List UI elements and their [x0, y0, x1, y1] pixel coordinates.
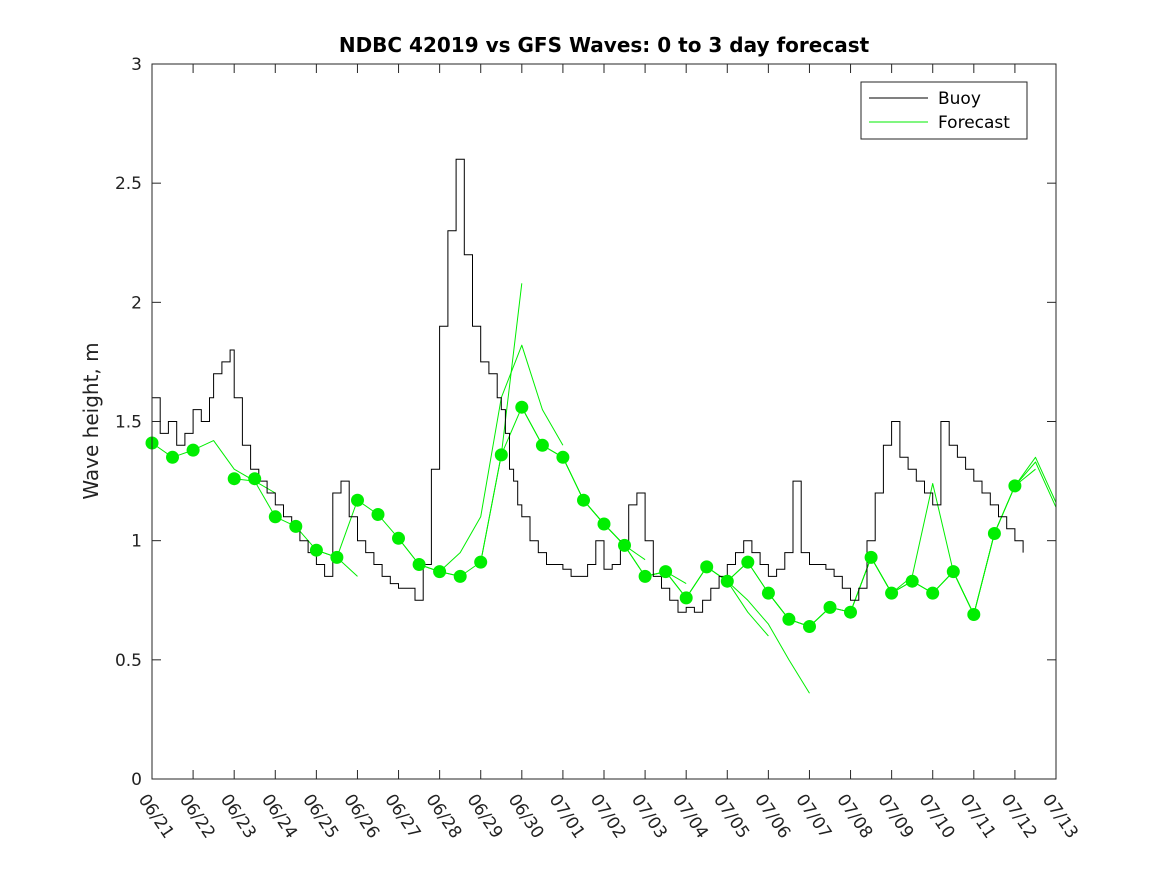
forecast-point	[864, 550, 878, 564]
forecast-point	[1008, 479, 1022, 493]
y-tick-label: 0.5	[115, 651, 142, 671]
legend-box	[860, 81, 1028, 140]
y-tick-label: 2	[131, 293, 142, 313]
forecast-point	[330, 550, 344, 564]
forecast-point	[597, 517, 611, 531]
forecast-point	[268, 510, 282, 524]
data-layer	[145, 158, 1057, 694]
forecast-point	[761, 586, 775, 600]
y-axis-label: Wave height, m	[79, 342, 103, 499]
forecast-point	[659, 565, 673, 579]
legend-forecast-label: Forecast	[938, 113, 1010, 133]
forecast-point	[433, 565, 447, 579]
y-tick-label: 2.5	[115, 174, 142, 194]
forecast-point	[987, 527, 1001, 540]
forecast-point	[166, 450, 179, 464]
forecast-point	[679, 591, 693, 605]
forecast-point	[289, 519, 303, 533]
forecast-point	[535, 438, 549, 452]
forecast-point	[885, 586, 899, 600]
forecast-point	[967, 608, 981, 621]
forecast-point	[926, 586, 940, 600]
legend-buoy-label: Buoy	[938, 89, 981, 109]
y-tick-label: 1.5	[115, 413, 142, 433]
forecast-point	[309, 543, 323, 557]
forecast-point	[741, 555, 755, 569]
forecast-point	[782, 612, 796, 626]
forecast-point	[618, 538, 631, 552]
forecast-point	[556, 450, 570, 464]
y-axis: 0 0.5 1 1.5 2 2.5 3	[115, 55, 1056, 790]
forecast-point	[844, 605, 857, 619]
legend: Buoy Forecast	[860, 81, 1028, 140]
forecast-point	[227, 472, 241, 486]
forecast-point	[248, 472, 262, 486]
forecast-point	[474, 555, 488, 569]
forecast-point	[823, 600, 837, 614]
forecast-point	[803, 620, 816, 633]
forecast-point	[946, 565, 960, 579]
forecast-point	[700, 560, 714, 574]
forecast-point	[453, 569, 467, 583]
forecast-point	[577, 493, 590, 507]
y-tick-label: 1	[131, 532, 142, 552]
forecast-point	[720, 574, 734, 588]
forecast-point	[412, 558, 426, 571]
forecast-point	[392, 531, 405, 545]
forecast-point	[494, 448, 508, 462]
forecast-point	[515, 400, 529, 414]
y-tick-label: 0	[131, 770, 142, 790]
forecast-point	[371, 508, 385, 521]
forecast-point	[351, 493, 364, 507]
forecast-point	[638, 569, 652, 583]
forecast-point	[905, 574, 919, 588]
forecast-point	[186, 443, 200, 457]
chart-title: NDBC 42019 vs GFS Waves: 0 to 3 day fore…	[339, 33, 870, 57]
y-tick-label: 3	[131, 55, 142, 75]
